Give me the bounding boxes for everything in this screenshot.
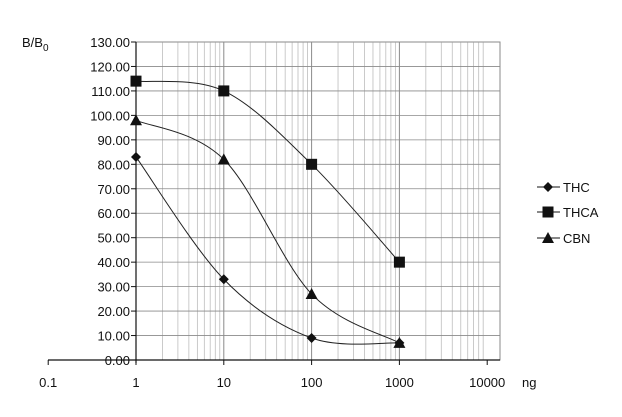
data-point-thc bbox=[131, 152, 141, 162]
grid bbox=[136, 42, 500, 360]
x-tick-label: 1000 bbox=[385, 375, 414, 390]
y-tick-label: 40.00 bbox=[97, 255, 130, 270]
x-tick-label: 1 bbox=[132, 375, 139, 390]
series-line-thca bbox=[136, 81, 399, 262]
legend-label: CBN bbox=[563, 231, 590, 246]
legend-label: THC bbox=[563, 180, 590, 195]
data-point-thca bbox=[131, 76, 142, 87]
data-point-thca bbox=[218, 85, 229, 96]
y-tick-label: 100.00 bbox=[90, 108, 130, 123]
legend-item-thca: THCA bbox=[537, 205, 599, 220]
legend-marker-thca bbox=[543, 207, 554, 218]
plot-border bbox=[136, 42, 500, 360]
y-axis-label: B/B0 bbox=[22, 35, 49, 54]
data-point-thc bbox=[307, 333, 317, 343]
y-tick-label: 50.00 bbox=[97, 231, 130, 246]
series-line-cbn bbox=[136, 120, 399, 343]
legend: THC THCA CBN bbox=[537, 180, 599, 246]
legend-item-thc: THC bbox=[537, 180, 590, 195]
axes: 0.00 10.00 20.00 30.00 40.00 50.00 60.00 70.00 8… bbox=[39, 35, 505, 390]
y-tick-label: 10.00 bbox=[97, 329, 130, 344]
data-point-thca bbox=[306, 159, 317, 170]
y-tick-label: 130.00 bbox=[90, 35, 130, 50]
x-tick-label: 10 bbox=[217, 375, 231, 390]
series-thca bbox=[131, 76, 405, 268]
legend-label: THCA bbox=[563, 205, 599, 220]
y-tick-label: 110.00 bbox=[91, 84, 130, 99]
x-tick-label: 100 bbox=[301, 375, 323, 390]
y-tick-label: 0.00 bbox=[105, 353, 130, 368]
x-tick-label: 10000 bbox=[469, 375, 505, 390]
y-tick-label: 80.00 bbox=[97, 157, 130, 172]
data-point-thca bbox=[394, 257, 405, 268]
series-thc bbox=[131, 152, 404, 348]
y-tick-label: 120.00 bbox=[90, 59, 130, 74]
x-axis-unit: ng bbox=[522, 375, 536, 390]
y-tick-label: 90.00 bbox=[97, 133, 130, 148]
x-tick-label: 0.1 bbox=[39, 375, 57, 390]
y-tick-label: 20.00 bbox=[97, 304, 130, 319]
legend-item-cbn: CBN bbox=[537, 231, 590, 246]
series-line-thc bbox=[136, 157, 399, 344]
data-point-cbn bbox=[130, 114, 142, 125]
y-tick-label: 60.00 bbox=[97, 206, 130, 221]
legend-marker-thc bbox=[543, 182, 553, 192]
y-tick-label: 30.00 bbox=[97, 280, 130, 295]
y-tick-label: 70.00 bbox=[97, 182, 130, 197]
